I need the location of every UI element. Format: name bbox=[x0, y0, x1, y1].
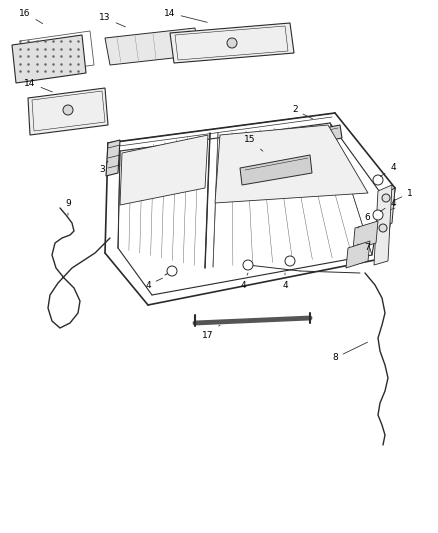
Polygon shape bbox=[240, 155, 312, 185]
Text: 4: 4 bbox=[380, 198, 396, 212]
Text: 13: 13 bbox=[99, 13, 125, 27]
Polygon shape bbox=[28, 88, 108, 135]
Circle shape bbox=[373, 175, 383, 185]
Polygon shape bbox=[353, 221, 378, 250]
Polygon shape bbox=[105, 28, 200, 65]
Polygon shape bbox=[346, 241, 370, 268]
Text: 15: 15 bbox=[244, 135, 263, 151]
Text: 4: 4 bbox=[282, 273, 288, 289]
Polygon shape bbox=[380, 188, 395, 228]
Circle shape bbox=[63, 105, 73, 115]
Circle shape bbox=[373, 210, 383, 220]
Text: 7: 7 bbox=[357, 244, 370, 253]
Polygon shape bbox=[20, 31, 94, 75]
Circle shape bbox=[379, 224, 387, 232]
Circle shape bbox=[285, 256, 295, 266]
Text: 4: 4 bbox=[380, 164, 396, 176]
Polygon shape bbox=[374, 185, 392, 265]
Circle shape bbox=[227, 38, 237, 48]
Text: 4: 4 bbox=[240, 273, 248, 289]
Text: 14: 14 bbox=[164, 9, 207, 22]
Polygon shape bbox=[106, 140, 120, 176]
Text: 1: 1 bbox=[396, 189, 413, 200]
Circle shape bbox=[167, 266, 177, 276]
Polygon shape bbox=[215, 125, 368, 203]
Text: 14: 14 bbox=[25, 78, 53, 92]
Text: 17: 17 bbox=[202, 325, 220, 340]
Polygon shape bbox=[12, 35, 86, 83]
Text: 6: 6 bbox=[358, 214, 370, 228]
Text: 9: 9 bbox=[65, 198, 71, 215]
Text: 8: 8 bbox=[332, 342, 367, 362]
Text: 16: 16 bbox=[19, 9, 42, 23]
Polygon shape bbox=[120, 135, 208, 205]
Circle shape bbox=[382, 194, 390, 202]
Text: 4: 4 bbox=[145, 278, 162, 289]
Polygon shape bbox=[300, 125, 342, 146]
Text: 3: 3 bbox=[99, 161, 108, 174]
Circle shape bbox=[243, 260, 253, 270]
Polygon shape bbox=[170, 23, 294, 63]
Text: 2: 2 bbox=[292, 106, 313, 119]
